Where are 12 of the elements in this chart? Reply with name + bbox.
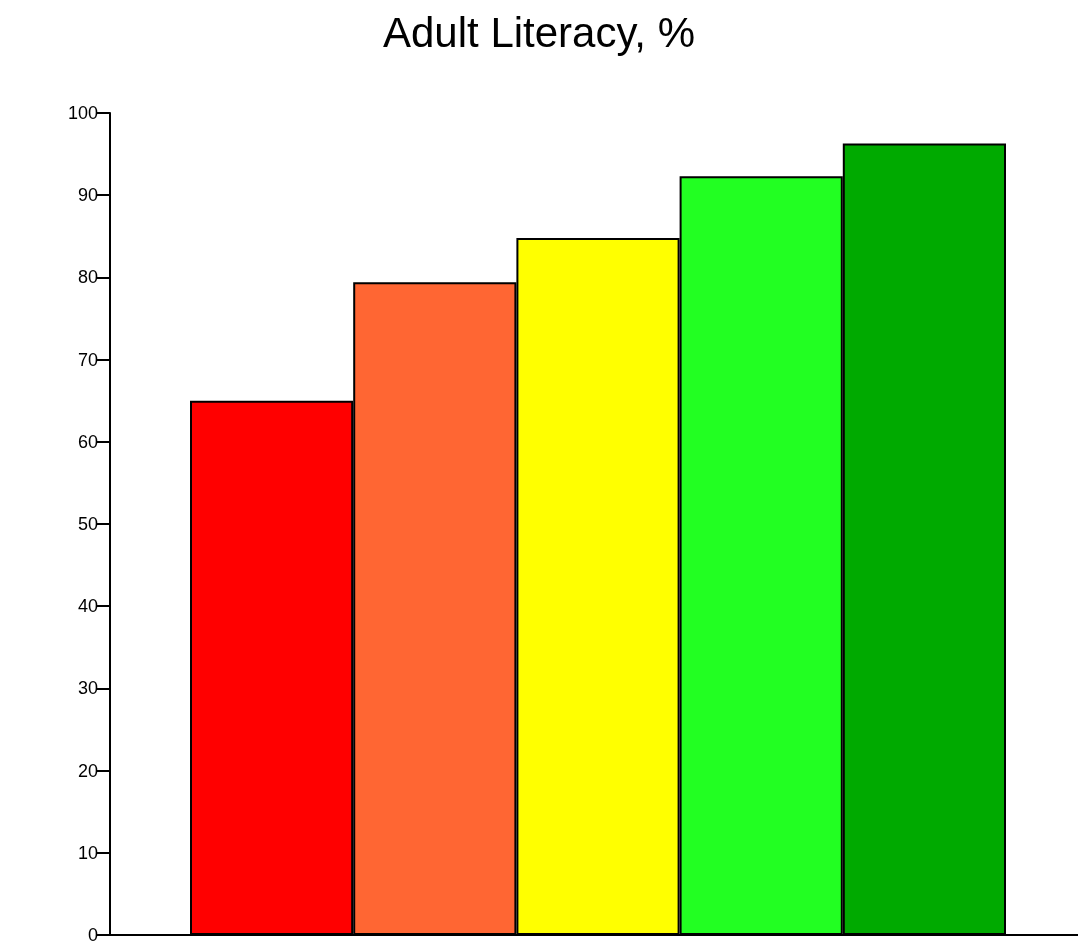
y-tick-label: 20 (77, 760, 98, 781)
y-tick-label: 60 (77, 431, 98, 452)
y-tick-label: 30 (77, 678, 98, 699)
y-tick-label: 90 (77, 185, 98, 206)
y-tick-label: 0 (87, 925, 98, 945)
chart-title: Adult Literacy, % (382, 8, 696, 56)
y-tick-label: 50 (77, 514, 98, 534)
y-tick-label: 10 (77, 842, 98, 863)
y-tick-label: 80 (77, 267, 98, 288)
y-tick-label: 70 (77, 349, 98, 370)
y-tick-label: 40 (77, 596, 98, 617)
y-tick-label: 100 (67, 103, 98, 123)
